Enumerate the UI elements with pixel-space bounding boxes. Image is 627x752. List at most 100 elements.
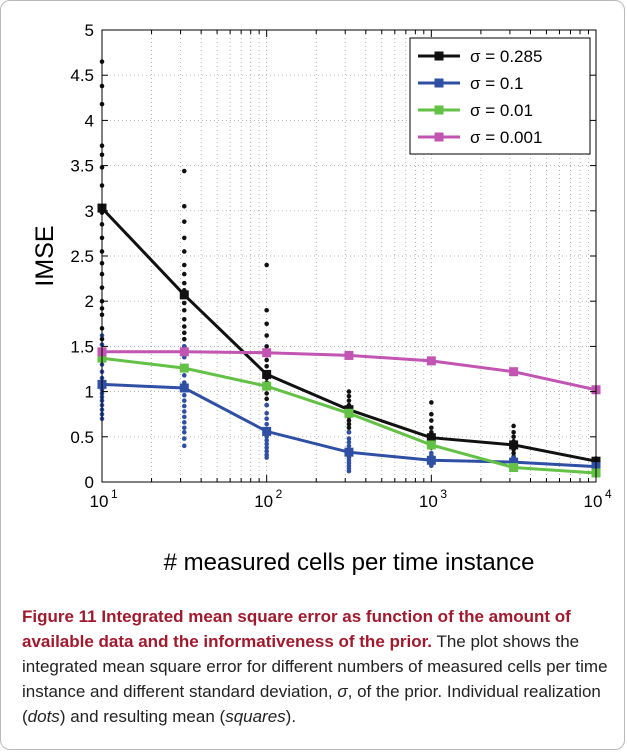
realization-dot xyxy=(346,439,352,445)
caption-text-1: The plot shows the integrated mean squar… xyxy=(22,632,608,701)
realization-dot xyxy=(429,411,434,417)
x-tick-exponent: 1 xyxy=(111,487,118,501)
series-marker xyxy=(426,455,436,465)
legend-marker xyxy=(434,51,444,61)
y-tick-label: 0 xyxy=(85,473,94,492)
realization-dot xyxy=(264,307,269,313)
legend-label: σ = 0.01 xyxy=(470,101,533,120)
caption-text-2: , of the prior. Individual realization ( xyxy=(22,682,601,726)
x-tick-label: 10 xyxy=(90,492,109,511)
legend-marker xyxy=(434,78,444,88)
realization-dot xyxy=(346,421,352,427)
realization-dot xyxy=(264,391,269,396)
series-marker xyxy=(344,350,354,360)
realization-dot xyxy=(346,436,352,441)
realization-dot xyxy=(511,434,516,440)
realization-dot xyxy=(346,468,352,474)
realization-dot xyxy=(181,203,187,209)
y-tick-label: 4 xyxy=(85,111,94,130)
series-marker xyxy=(179,347,189,357)
caption-dots-word: dots xyxy=(27,707,60,726)
realization-dot xyxy=(181,168,187,174)
caption-squares-word: squares xyxy=(225,707,286,726)
realization-dot xyxy=(511,423,516,429)
realization-dot xyxy=(181,429,187,435)
realization-dot xyxy=(181,443,187,449)
legend-label: σ = 0.285 xyxy=(470,47,542,66)
caption-text-3: ) and resulting mean ( xyxy=(59,707,226,726)
realization-dot xyxy=(181,300,187,306)
realization-dot xyxy=(181,307,187,313)
legend-marker xyxy=(434,105,444,115)
realization-dot xyxy=(264,333,269,338)
series-marker xyxy=(426,433,436,443)
series-marker xyxy=(262,381,272,391)
y-tick-label: 2 xyxy=(85,292,94,311)
y-tick-label: 1.5 xyxy=(70,337,94,356)
figure-title: Integrated mean square error as function… xyxy=(22,607,571,651)
realization-dot xyxy=(264,441,269,447)
realization-dot xyxy=(181,436,187,441)
realization-dot xyxy=(181,403,187,409)
realization-dot xyxy=(181,262,187,268)
legend-label: σ = 0.1 xyxy=(470,74,524,93)
y-tick-label: 2.5 xyxy=(70,247,94,266)
y-axis-label: IMSE xyxy=(31,225,59,286)
realization-dot xyxy=(346,398,352,403)
realization-dot xyxy=(264,445,269,450)
realization-dot xyxy=(264,321,269,327)
mean-lines xyxy=(97,203,601,478)
x-tick-exponent: 3 xyxy=(440,487,447,501)
realization-dot xyxy=(429,418,434,423)
series-marker xyxy=(262,369,272,379)
series-marker xyxy=(509,440,519,450)
realization-dot xyxy=(264,438,269,443)
y-tick-label: 3 xyxy=(85,202,94,221)
realization-dot xyxy=(264,448,269,454)
y-tick-label: 3.5 xyxy=(70,157,94,176)
series-marker xyxy=(179,290,189,300)
realization-dot xyxy=(181,392,187,398)
figure-caption: Figure 11 Integrated mean square error a… xyxy=(22,604,612,729)
series-marker xyxy=(426,356,436,366)
realization-dot xyxy=(346,389,352,394)
series-marker xyxy=(179,363,189,373)
x-tick-label: 10 xyxy=(419,492,438,511)
x-tick-label: 10 xyxy=(254,492,273,511)
realization-dot xyxy=(181,271,187,277)
realization-dot xyxy=(264,344,269,349)
realization-dot xyxy=(511,429,516,435)
realization-dot xyxy=(429,400,434,405)
series-marker xyxy=(262,348,272,358)
realization-dot xyxy=(181,219,187,224)
realization-dot xyxy=(181,249,187,254)
realization-dot xyxy=(264,421,269,427)
caption-period: . xyxy=(427,632,433,651)
realization-dot xyxy=(264,357,269,363)
y-tick-label: 4.5 xyxy=(70,66,94,85)
realization-dot xyxy=(181,316,187,322)
series-marker xyxy=(262,426,272,436)
realization-dot xyxy=(264,396,269,402)
realization-dot xyxy=(264,262,269,268)
realization-dot xyxy=(346,418,352,423)
realization-dot xyxy=(264,455,269,460)
x-tick-label: 10 xyxy=(584,492,603,511)
realization-dot xyxy=(181,420,187,425)
realization-dot xyxy=(264,402,269,408)
realization-dot xyxy=(181,409,187,414)
figure-label: Figure 11 xyxy=(22,607,97,626)
series-marker xyxy=(509,457,519,467)
legend: σ = 0.285 σ = 0.1 σ = 0.01 σ = 0.001 xyxy=(409,37,591,155)
series-marker xyxy=(509,367,519,377)
realization-dot xyxy=(429,425,434,431)
realization-dot xyxy=(346,425,352,431)
realization-dot xyxy=(181,235,187,241)
realization-dot xyxy=(181,414,187,420)
realization-dot xyxy=(181,330,187,336)
series-marker xyxy=(509,463,519,473)
realization-dot xyxy=(181,336,187,342)
legend-marker xyxy=(434,132,444,142)
